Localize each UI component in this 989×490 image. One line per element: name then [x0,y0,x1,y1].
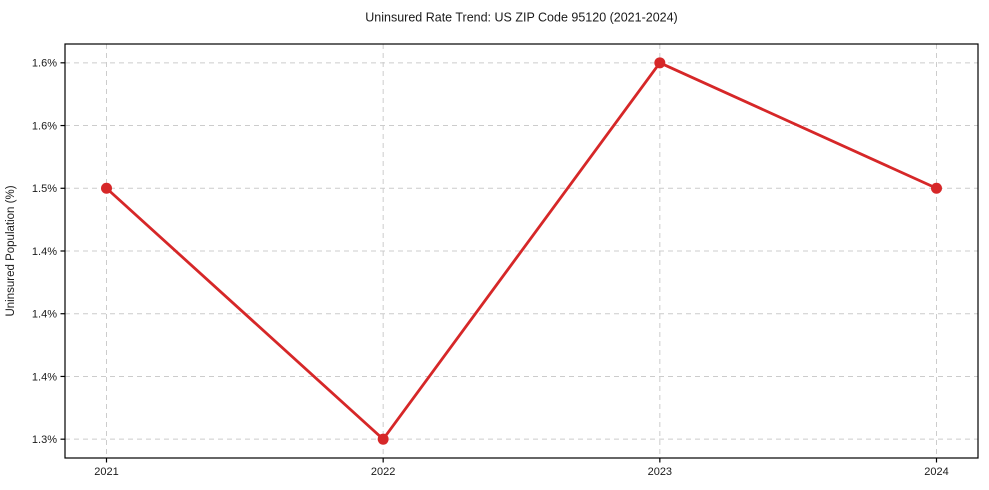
x-tick-label: 2022 [371,466,395,478]
data-point-2023 [654,57,666,69]
grid-layer [65,44,978,458]
data-point-2022 [377,433,389,445]
y-tick-label: 1.4% [32,371,57,383]
chart-title: Uninsured Rate Trend: US ZIP Code 95120 … [365,11,677,25]
y-tick-label: 1.4% [32,309,57,321]
y-tick-label: 1.5% [32,183,57,195]
axis-layer: 2021 2022 2023 2024 1.6% 1.6% 1.5% 1.4% 1.4% 1.4%… [32,43,979,478]
x-tick-label: 2023 [648,466,672,478]
x-tick-label: 2024 [924,466,948,478]
data-point-2021 [101,182,112,194]
y-tick-label: 1.6% [32,120,57,132]
y-tick-label: 1.6% [32,58,57,70]
data-point-2024 [931,182,942,194]
y-axis-label: Uninsured Population (%) [5,185,17,316]
y-tick-label: 1.3% [32,434,57,446]
plot-area-border [64,43,979,459]
data-series-layer [101,57,942,445]
y-tick-label: 1.4% [32,246,57,258]
trend-line [105,61,938,441]
x-tick-label: 2021 [94,466,118,478]
